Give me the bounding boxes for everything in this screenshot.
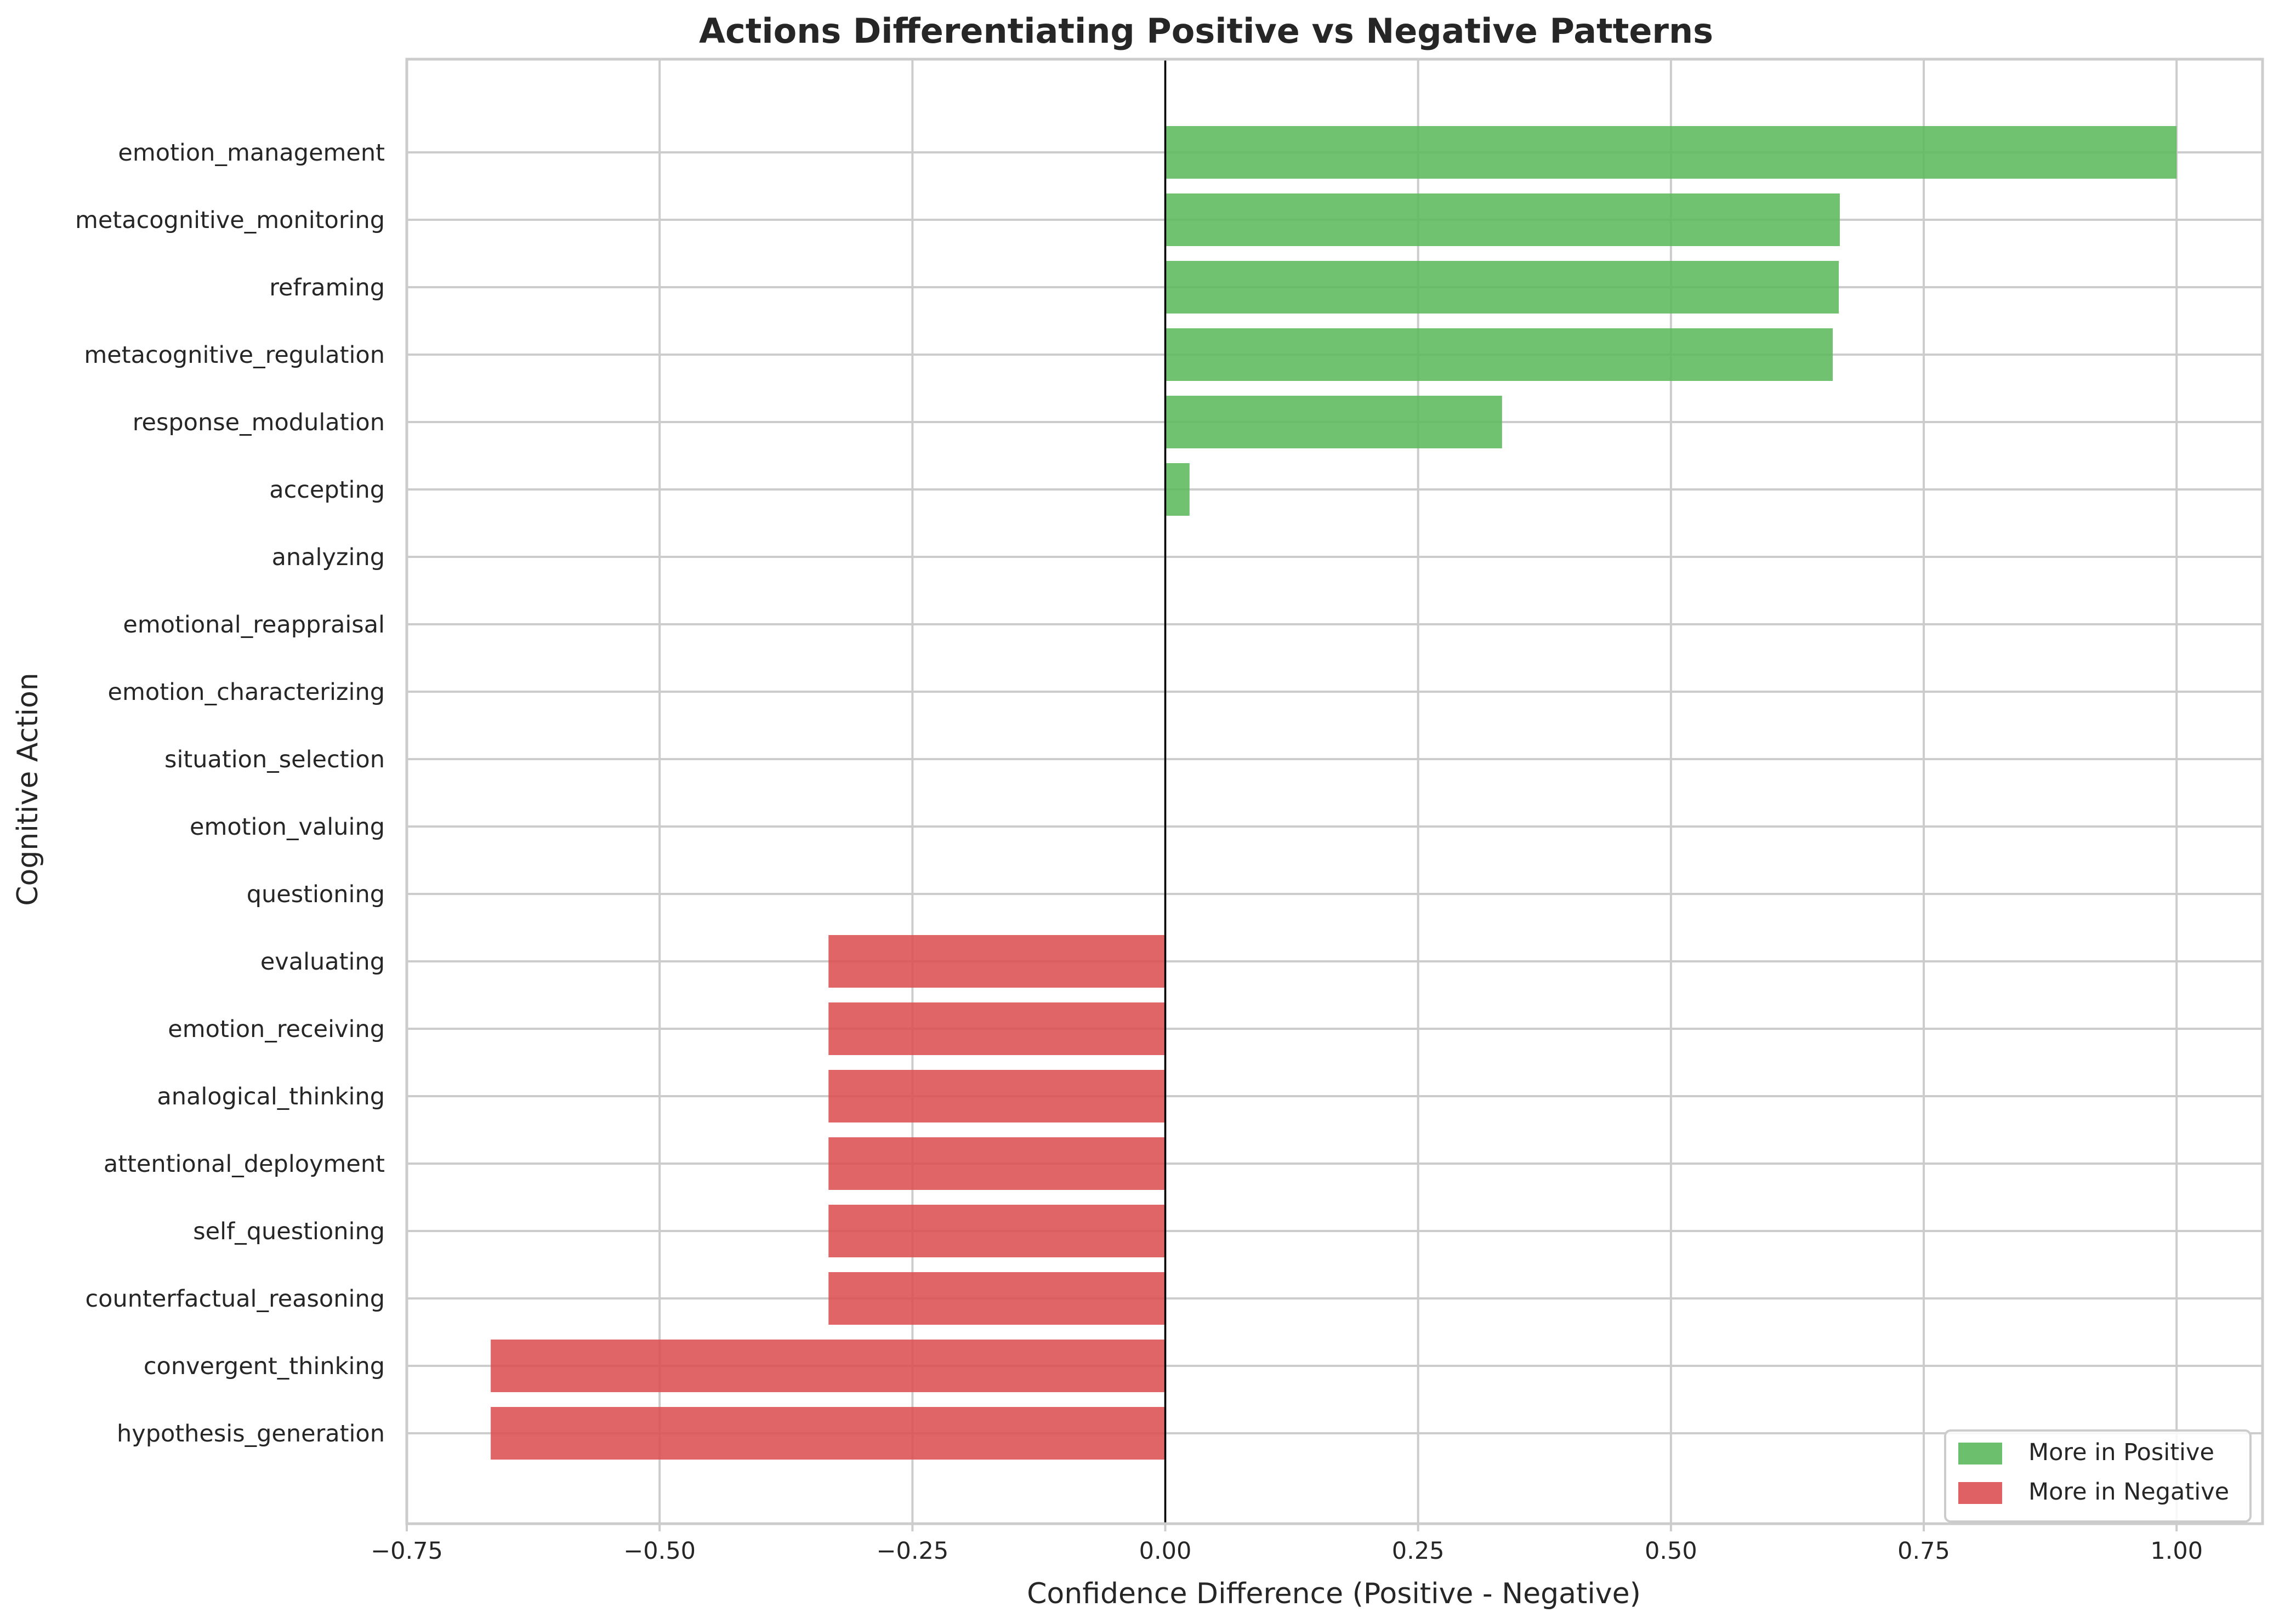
bar-self_questioning (828, 1205, 1166, 1257)
x-tick-label: 0.50 (1645, 1537, 1697, 1565)
y-tick-labels: emotion_management metacognitive_monitori… (75, 139, 385, 1448)
y-tick-label: situation_selection (164, 746, 385, 773)
x-tick-label: 1.00 (2150, 1537, 2203, 1565)
y-tick-label: reframing (269, 274, 385, 301)
x-tick-label: 0.00 (1139, 1537, 1192, 1565)
bar-convergent_thinking (491, 1340, 1166, 1392)
bar-reframing (1165, 261, 1839, 314)
bars (491, 126, 2177, 1460)
legend-swatch-positive (1958, 1443, 2002, 1465)
bar-response_modulation (1165, 396, 1502, 448)
y-tick-label: attentional_deployment (104, 1150, 385, 1178)
chart-title: Actions Differentiating Positive vs Nega… (699, 11, 1713, 51)
y-tick-label: emotion_receiving (168, 1016, 385, 1043)
y-tick-label: emotion_valuing (190, 813, 385, 841)
bar-hypothesis_generation (491, 1407, 1166, 1460)
x-tick-label: −0.75 (371, 1537, 443, 1565)
bar-emotion_management (1165, 126, 2177, 179)
x-tick-label: −0.25 (876, 1537, 948, 1565)
bar-metacognitive_monitoring (1165, 193, 1840, 246)
bar-emotion_receiving (828, 1002, 1166, 1055)
legend-swatch-negative (1958, 1482, 2002, 1504)
y-tick-label: evaluating (260, 948, 385, 976)
y-tick-label: analogical_thinking (157, 1083, 385, 1110)
y-tick-label: hypothesis_generation (117, 1420, 385, 1448)
y-tick-label: counterfactual_reasoning (86, 1285, 385, 1313)
x-tick-label: −0.50 (623, 1537, 696, 1565)
plot-frame (405, 58, 2264, 1525)
bar-counterfactual_reasoning (828, 1272, 1166, 1325)
y-tick-label: convergent_thinking (144, 1353, 385, 1380)
y-tick-label: emotion_management (118, 139, 385, 167)
bar-metacognitive_regulation (1165, 328, 1833, 381)
x-tick-label: 0.25 (1392, 1537, 1445, 1565)
x-tick-label: 0.75 (1897, 1537, 1950, 1565)
bar-analogical_thinking (828, 1070, 1166, 1122)
bar-attentional_deployment (828, 1137, 1166, 1190)
bar-evaluating (828, 935, 1166, 988)
legend-label-negative: More in Negative (2028, 1478, 2229, 1506)
y-tick-label: emotional_reappraisal (123, 611, 385, 639)
legend-box (1944, 1429, 2252, 1523)
legend: More in Positive More in Negative (1944, 1429, 2252, 1523)
y-axis-label: Cognitive Action (12, 673, 44, 906)
y-tick-label: questioning (247, 881, 385, 908)
y-tick-label: accepting (269, 476, 385, 504)
y-tick-label: self_questioning (193, 1218, 385, 1245)
x-axis-label: Confidence Difference (Positive - Negati… (1027, 1577, 1641, 1610)
y-tick-label: metacognitive_monitoring (75, 207, 385, 234)
y-tick-label: response_modulation (133, 409, 385, 436)
x-tick-labels: −0.75 −0.50 −0.25 0.00 0.25 0.50 0.75 1.00 (371, 1524, 2203, 1565)
bar-accepting (1165, 463, 1190, 516)
y-tick-label: analyzing (272, 544, 385, 571)
y-tick-label: metacognitive_regulation (84, 341, 385, 369)
legend-label-positive: More in Positive (2028, 1439, 2214, 1466)
y-tick-label: emotion_characterizing (108, 679, 385, 706)
